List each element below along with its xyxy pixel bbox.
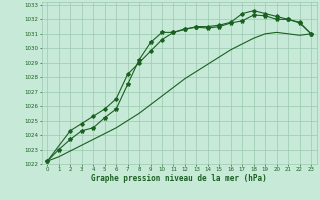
X-axis label: Graphe pression niveau de la mer (hPa): Graphe pression niveau de la mer (hPa)	[91, 174, 267, 183]
